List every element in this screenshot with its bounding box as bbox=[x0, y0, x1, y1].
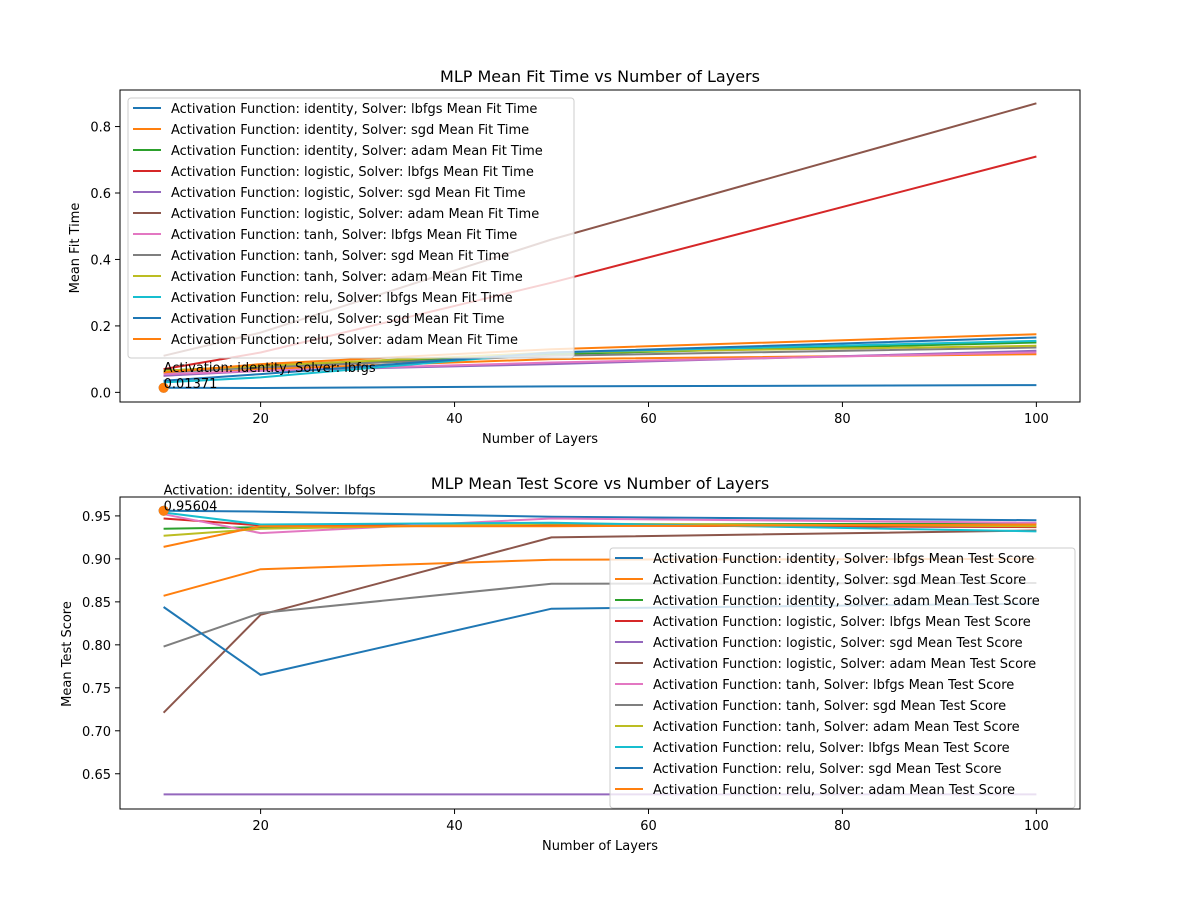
test-score-annotation: Activation: identity, Solver: lbfgs 0.95… bbox=[164, 484, 376, 515]
test-score-y-tick-label: 0.65 bbox=[82, 768, 111, 783]
fit-time-x-axis-label: Number of Layers bbox=[482, 432, 598, 447]
fit-time-legend-label: Activation Function: relu, Solver: lbfgs… bbox=[171, 291, 513, 306]
fit-time-legend-label: Activation Function: relu, Solver: adam … bbox=[171, 333, 518, 348]
test-score-legend-label: Activation Function: logistic, Solver: s… bbox=[653, 636, 1023, 651]
test-score-x-tick-label: 80 bbox=[834, 819, 851, 834]
fit-time-series-line bbox=[163, 351, 1037, 376]
fit-time-series-line bbox=[163, 339, 1037, 384]
test-score-y-axis-label: Mean Test Score bbox=[60, 601, 75, 707]
fit-time-legend-label: Activation Function: tanh, Solver: sgd M… bbox=[171, 249, 509, 264]
fit-time-legend-label: Activation Function: logistic, Solver: a… bbox=[171, 207, 539, 222]
fit-time-ticks: 20 40 60 80 100 0.0 0.2 0.4 0.6 0.8 bbox=[90, 121, 1048, 427]
test-score-x-tick-label: 100 bbox=[1024, 819, 1049, 834]
fit-time-x-tick-label: 100 bbox=[1024, 412, 1049, 427]
fit-time-axes-frame bbox=[119, 89, 1081, 403]
fit-time-y-tick-label: 0.6 bbox=[90, 187, 111, 202]
test-score-x-axis-label: Number of Layers bbox=[542, 839, 658, 854]
test-score-legend-label: Activation Function: identity, Solver: l… bbox=[653, 552, 1034, 567]
test-score-legend-label: Activation Function: logistic, Solver: a… bbox=[653, 657, 1036, 672]
fit-time-annotation: Activation: identity, Solver: lbfgs 0.01… bbox=[164, 361, 376, 392]
test-score-y-tick-label: 0.80 bbox=[82, 639, 111, 654]
fit-time-legend-label: Activation Function: logistic, Solver: s… bbox=[171, 186, 526, 201]
test-score-x-tick-label: 20 bbox=[252, 819, 269, 834]
test-score-series-line bbox=[163, 523, 1037, 548]
fit-time-y-tick-label: 0.2 bbox=[90, 320, 111, 335]
fit-time-legend-label: Activation Function: tanh, Solver: lbfgs… bbox=[171, 228, 517, 243]
fit-time-legend-label: Activation Function: logistic, Solver: l… bbox=[171, 165, 534, 180]
test-score-legend-box bbox=[609, 547, 1076, 809]
test-score-lines bbox=[158, 505, 1037, 796]
fit-time-legend-label: Activation Function: identity, Solver: l… bbox=[171, 102, 537, 117]
fit-time-chart: MLP Mean Fit Time vs Number of Layers Nu… bbox=[68, 67, 1081, 447]
test-score-y-tick-label: 0.90 bbox=[82, 553, 111, 568]
test-score-chart-title: MLP Mean Test Score vs Number of Layers bbox=[431, 474, 769, 493]
fit-time-series-line bbox=[163, 384, 1037, 389]
test-score-legend-label: Activation Function: identity, Solver: a… bbox=[653, 594, 1040, 609]
test-score-ticks: 20 40 60 80 100 0.65 0.70 0.75 0.80 0.85 0.90 0.95 bbox=[82, 510, 1049, 834]
test-score-chart: MLP Mean Test Score vs Number of Layers … bbox=[60, 474, 1081, 854]
fit-time-y-tick-label: 0.4 bbox=[90, 253, 111, 268]
fit-time-y-tick-label: 0.8 bbox=[90, 121, 111, 136]
fit-time-x-tick-label: 40 bbox=[446, 412, 463, 427]
test-score-legend: Activation Function: identity, Solver: l… bbox=[609, 547, 1076, 809]
fit-time-x-tick-label: 80 bbox=[834, 412, 851, 427]
test-score-x-tick-label: 40 bbox=[446, 819, 463, 834]
fit-time-legend-box bbox=[127, 97, 575, 359]
fit-time-chart-title: MLP Mean Fit Time vs Number of Layers bbox=[440, 67, 760, 86]
test-score-y-tick-label: 0.75 bbox=[82, 682, 111, 697]
fit-time-legend-label: Activation Function: tanh, Solver: adam … bbox=[171, 270, 523, 285]
test-score-axes-frame bbox=[119, 496, 1081, 810]
test-score-legend-label: Activation Function: identity, Solver: s… bbox=[653, 573, 1026, 588]
test-score-legend-label: Activation Function: relu, Solver: lbfgs… bbox=[653, 741, 1010, 756]
test-score-y-tick-label: 0.85 bbox=[82, 596, 111, 611]
test-score-legend-label: Activation Function: relu, Solver: sgd M… bbox=[653, 762, 1001, 777]
fit-time-series-line bbox=[163, 336, 1037, 382]
fit-time-x-tick-label: 60 bbox=[640, 412, 657, 427]
fit-time-series-line bbox=[163, 346, 1037, 374]
fit-time-annotation-line1: Activation: identity, Solver: lbfgs bbox=[164, 361, 376, 376]
test-score-series-line bbox=[163, 509, 1037, 522]
fit-time-y-axis-label: Mean Fit Time bbox=[68, 203, 83, 294]
test-score-annotation-marker bbox=[158, 505, 169, 516]
test-score-legend-label: Activation Function: tanh, Solver: lbfgs… bbox=[653, 678, 1014, 693]
fit-time-lines bbox=[158, 102, 1037, 393]
test-score-y-tick-label: 0.95 bbox=[82, 510, 111, 525]
fit-time-legend-label: Activation Function: relu, Solver: sgd M… bbox=[171, 312, 504, 327]
test-score-x-tick-label: 60 bbox=[640, 819, 657, 834]
test-score-legend-label: Activation Function: tanh, Solver: sgd M… bbox=[653, 699, 1006, 714]
fit-time-annotation-marker bbox=[158, 382, 169, 393]
test-score-legend-label: Activation Function: relu, Solver: adam … bbox=[653, 783, 1015, 798]
fit-time-legend-label: Activation Function: identity, Solver: s… bbox=[171, 123, 529, 138]
test-score-y-tick-label: 0.70 bbox=[82, 725, 111, 740]
fit-time-y-tick-label: 0.0 bbox=[90, 386, 111, 401]
fit-time-annotation-value: 0.01371 bbox=[164, 377, 218, 392]
test-score-annotation-value: 0.95604 bbox=[164, 500, 218, 515]
test-score-series-line bbox=[163, 511, 1037, 533]
fit-time-x-tick-label: 20 bbox=[252, 412, 269, 427]
test-score-legend-label: Activation Function: tanh, Solver: adam … bbox=[653, 720, 1020, 735]
fit-time-legend-label: Activation Function: identity, Solver: a… bbox=[171, 144, 543, 159]
test-score-legend-label: Activation Function: logistic, Solver: l… bbox=[653, 615, 1031, 630]
fit-time-legend: Activation Function: identity, Solver: l… bbox=[127, 97, 575, 359]
test-score-series-line bbox=[162, 529, 1037, 714]
test-score-annotation-line1: Activation: identity, Solver: lbfgs bbox=[164, 484, 376, 499]
